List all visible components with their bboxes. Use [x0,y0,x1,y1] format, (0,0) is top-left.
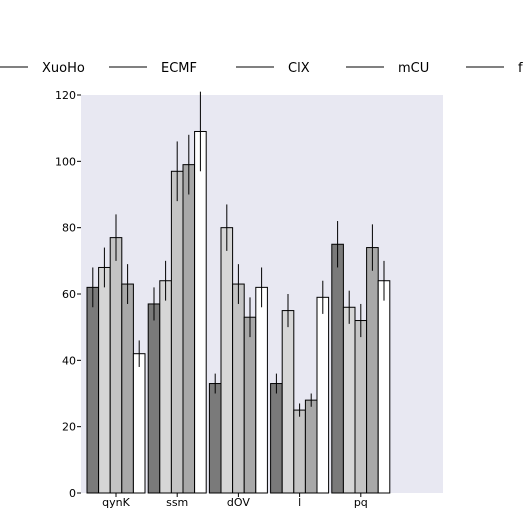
bar-dOV-ECMF [220,227,234,494]
y-axis: 0 20 40 60 80 100 120 [55,89,81,500]
x-axis: qynK ssm dOV l pq [102,493,368,509]
bar-dOV-mCU [243,316,257,494]
bar-pq-mCU [366,247,379,494]
bar-dOV-XuoHo [208,383,222,494]
bar-l-ECMF [281,310,295,494]
x-tick-label: dOV [227,496,250,509]
bar-qynK-ClX [109,237,123,494]
bar-dOV-f [255,286,268,494]
bar-l-mCU [304,399,318,494]
legend-label-ECMF: ECMF [161,61,197,76]
legend-label-mCU: mCU [398,61,429,76]
y-tick-label: 100 [55,155,76,168]
x-tick-label: l [298,496,301,509]
bars [86,91,391,494]
bar-pq-XuoHo [331,243,344,494]
bar-pq-ClX [354,320,368,494]
y-tick-label: 120 [55,89,76,102]
bar-qynK-mCU [121,283,134,494]
y-tick-label: 80 [62,222,76,235]
bar-l-XuoHo [270,383,283,494]
bar-ssm-XuoHo [147,303,161,494]
legend-label-XuoHo: XuoHo [42,61,85,76]
bar-ssm-f [194,130,207,494]
x-tick-label: pq [354,496,368,509]
bar-dOV-ClX [232,283,245,494]
y-tick-label: 40 [62,354,76,367]
legend-label-ClX: ClX [288,61,310,76]
bar-qynK-ECMF [98,266,111,494]
y-tick-label: 20 [62,421,76,434]
bar-l-ClX [293,409,306,494]
bar-qynK-f [132,353,146,494]
bar-qynK-XuoHo [86,286,100,494]
bar-pq-f [377,280,391,494]
x-tick-label: qynK [102,496,130,509]
x-tick-label: ssm [166,496,188,509]
bar-ssm-mCU [182,164,196,494]
bar-pq-ECMF [342,306,356,494]
y-tick-label: 0 [69,487,76,500]
bar-ssm-ClX [170,170,184,494]
bar-ssm-ECMF [159,280,172,494]
legend-label-f: f [518,61,523,76]
bar-l-f [316,296,330,494]
legend: XuoHo ECMF ClX mCU f [0,61,523,76]
y-tick-label: 60 [62,288,76,301]
